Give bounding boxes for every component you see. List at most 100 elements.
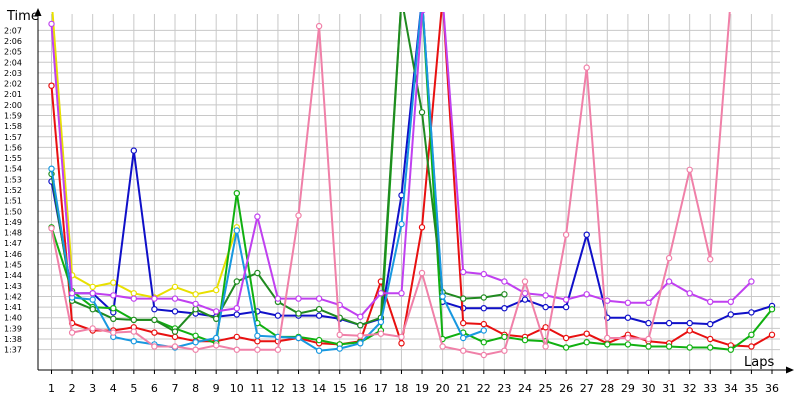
data-point bbox=[377, 318, 385, 326]
data-point bbox=[686, 319, 693, 327]
data-point bbox=[521, 278, 529, 285]
data-point bbox=[480, 320, 487, 328]
data-point bbox=[254, 269, 261, 277]
data-point bbox=[295, 334, 302, 342]
data-point bbox=[192, 332, 199, 339]
data-point bbox=[665, 319, 673, 327]
x-tick-label: 5 bbox=[130, 382, 137, 395]
data-point bbox=[521, 296, 529, 303]
y-tick-label: 2:00 bbox=[4, 101, 22, 110]
data-point bbox=[501, 333, 508, 341]
data-point bbox=[748, 343, 755, 350]
data-point bbox=[192, 339, 199, 346]
y-tick-label: 1:56 bbox=[4, 143, 22, 152]
data-point bbox=[130, 316, 137, 324]
data-point bbox=[233, 227, 240, 234]
data-point bbox=[110, 329, 117, 336]
data-point bbox=[727, 346, 735, 353]
data-point bbox=[727, 311, 735, 318]
data-point bbox=[377, 290, 385, 297]
data-point bbox=[68, 290, 76, 297]
data-point bbox=[315, 22, 323, 30]
x-tick-label: 25 bbox=[539, 382, 553, 395]
data-point bbox=[501, 291, 508, 298]
data-point bbox=[645, 319, 652, 327]
data-point bbox=[665, 278, 673, 285]
y-tick-label: 2:07 bbox=[4, 26, 22, 35]
data-point bbox=[192, 291, 199, 298]
data-point bbox=[357, 332, 364, 339]
x-axis-title: Laps bbox=[744, 355, 774, 370]
data-point bbox=[583, 64, 590, 71]
series-line bbox=[50, 12, 731, 356]
data-point bbox=[501, 305, 508, 312]
y-axis-arrow bbox=[34, 8, 42, 16]
data-point bbox=[562, 296, 570, 303]
data-point bbox=[233, 189, 240, 197]
data-point bbox=[583, 330, 590, 337]
data-point bbox=[315, 312, 323, 319]
x-tick-label: 8 bbox=[192, 382, 199, 395]
data-point bbox=[542, 343, 549, 350]
plot-area bbox=[48, 12, 776, 359]
y-tick-label: 1:43 bbox=[4, 282, 22, 291]
data-point bbox=[357, 340, 364, 347]
x-tick-label: 1 bbox=[48, 382, 55, 395]
x-tick-label: 32 bbox=[683, 382, 697, 395]
data-point bbox=[686, 166, 693, 173]
data-point bbox=[48, 82, 55, 89]
data-point bbox=[336, 331, 343, 338]
x-tick-label: 18 bbox=[394, 382, 408, 395]
x-tick-label: 16 bbox=[353, 382, 367, 395]
data-point bbox=[645, 299, 652, 306]
y-tick-label: 1:47 bbox=[4, 239, 22, 248]
x-tick-label: 12 bbox=[271, 382, 285, 395]
data-point bbox=[727, 298, 735, 305]
y-tick-label: 1:51 bbox=[4, 197, 22, 206]
series-line bbox=[50, 12, 773, 351]
series-line bbox=[50, 12, 485, 352]
data-point bbox=[480, 327, 487, 334]
data-point bbox=[418, 269, 426, 277]
y-tick-label: 1:46 bbox=[4, 250, 22, 259]
data-point bbox=[110, 279, 117, 286]
data-point bbox=[665, 254, 673, 262]
y-tick-label: 1:41 bbox=[4, 303, 22, 312]
data-point bbox=[501, 347, 508, 354]
data-point bbox=[212, 342, 220, 349]
data-point bbox=[604, 334, 611, 342]
data-point bbox=[707, 298, 714, 305]
x-tick-label: 30 bbox=[641, 382, 655, 395]
data-point bbox=[604, 341, 611, 348]
data-point bbox=[460, 334, 467, 342]
y-tick-label: 1:57 bbox=[4, 133, 22, 142]
x-tick-label: 34 bbox=[724, 382, 738, 395]
data-point bbox=[748, 309, 755, 316]
y-tick-label: 2:05 bbox=[4, 48, 22, 57]
data-point bbox=[480, 351, 487, 359]
data-point bbox=[707, 344, 714, 351]
data-point bbox=[336, 345, 343, 352]
data-point bbox=[748, 331, 755, 338]
data-point bbox=[707, 320, 714, 328]
y-tick-label: 2:06 bbox=[4, 37, 22, 46]
x-tick-label: 36 bbox=[765, 382, 779, 395]
y-tick-label: 1:38 bbox=[4, 335, 22, 344]
data-point bbox=[151, 295, 158, 302]
x-tick-label: 14 bbox=[312, 382, 326, 395]
x-tick-label: 23 bbox=[497, 382, 511, 395]
data-point bbox=[151, 316, 158, 324]
data-point bbox=[89, 296, 96, 303]
data-point bbox=[130, 290, 137, 297]
data-point bbox=[212, 308, 220, 315]
data-point bbox=[583, 231, 590, 238]
y-tick-label: 1:49 bbox=[4, 218, 22, 227]
data-point bbox=[398, 340, 405, 347]
data-point bbox=[192, 300, 199, 308]
series-8 bbox=[48, 12, 731, 359]
data-point bbox=[295, 295, 302, 302]
y-tick-label: 2:04 bbox=[4, 58, 22, 67]
data-point bbox=[460, 295, 467, 302]
x-tick-label: 7 bbox=[172, 382, 179, 395]
